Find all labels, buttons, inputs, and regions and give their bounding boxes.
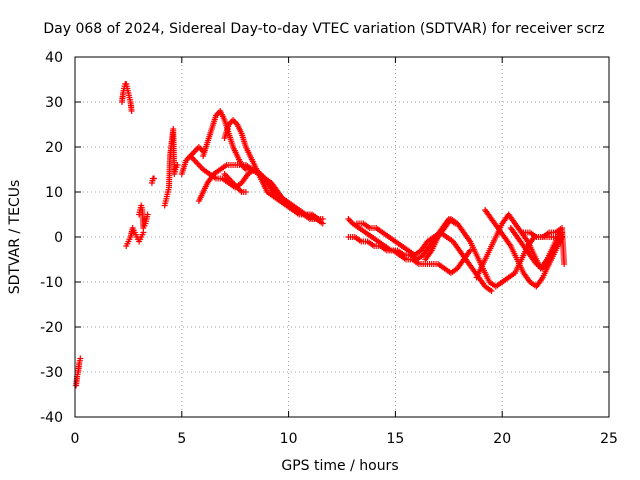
data-point xyxy=(77,355,84,362)
y-tick-label: 30 xyxy=(45,95,63,111)
data-point xyxy=(488,288,495,294)
series-s5 xyxy=(148,175,158,186)
data-points xyxy=(73,81,568,389)
series-s4 xyxy=(136,202,151,231)
data-point xyxy=(467,247,474,254)
series-tail6 xyxy=(482,207,566,290)
plot-frame xyxy=(74,56,610,418)
y-tick-label: -40 xyxy=(40,410,63,426)
y-tick-label: 0 xyxy=(54,230,63,246)
series-tail2 xyxy=(345,234,474,276)
x-tick-label: 5 xyxy=(177,431,186,447)
y-tick-label: 40 xyxy=(45,50,63,66)
series-tail7 xyxy=(507,225,566,272)
y-tick-label: -30 xyxy=(40,365,63,381)
series-tail3 xyxy=(353,220,495,294)
x-tick-label: 25 xyxy=(600,431,618,447)
data-point xyxy=(128,108,135,114)
series-s3 xyxy=(123,225,147,249)
series-arc4 xyxy=(221,117,322,222)
data-point xyxy=(315,216,322,222)
x-tick-label: 0 xyxy=(71,431,80,447)
chart-title: Day 068 of 2024, Sidereal Day-to-day VTE… xyxy=(43,21,604,37)
series-s2 xyxy=(118,81,135,114)
series-s1 xyxy=(73,355,84,389)
series-s7 xyxy=(178,144,207,177)
data-point xyxy=(174,162,181,168)
y-tick-label: 20 xyxy=(45,140,63,156)
series-arc2 xyxy=(200,108,326,227)
data-point xyxy=(561,261,568,267)
data-point xyxy=(319,220,326,227)
y-tick-label: -20 xyxy=(40,320,63,336)
x-tick-label: 15 xyxy=(386,431,404,447)
x-tick-label: 10 xyxy=(280,431,298,447)
y-tick-label: -10 xyxy=(40,275,63,291)
x-axis-label: GPS time / hours xyxy=(281,458,398,474)
y-axis-label: SDTVAR / TECUs xyxy=(7,180,23,295)
x-tick-label: 20 xyxy=(493,431,511,447)
grid xyxy=(75,57,609,417)
series-s6 xyxy=(161,126,181,209)
axis-ticks: 0 5 10 15 20 25 40 30 20 10 0 -10 -20 -30 -40 xyxy=(40,50,618,447)
data-point xyxy=(242,189,249,195)
series-arc3 xyxy=(187,153,322,222)
series-tail8 xyxy=(520,225,568,267)
series-arc5 xyxy=(221,171,249,195)
data-point xyxy=(151,175,158,182)
y-tick-label: 10 xyxy=(45,185,63,201)
data-point xyxy=(144,211,151,218)
